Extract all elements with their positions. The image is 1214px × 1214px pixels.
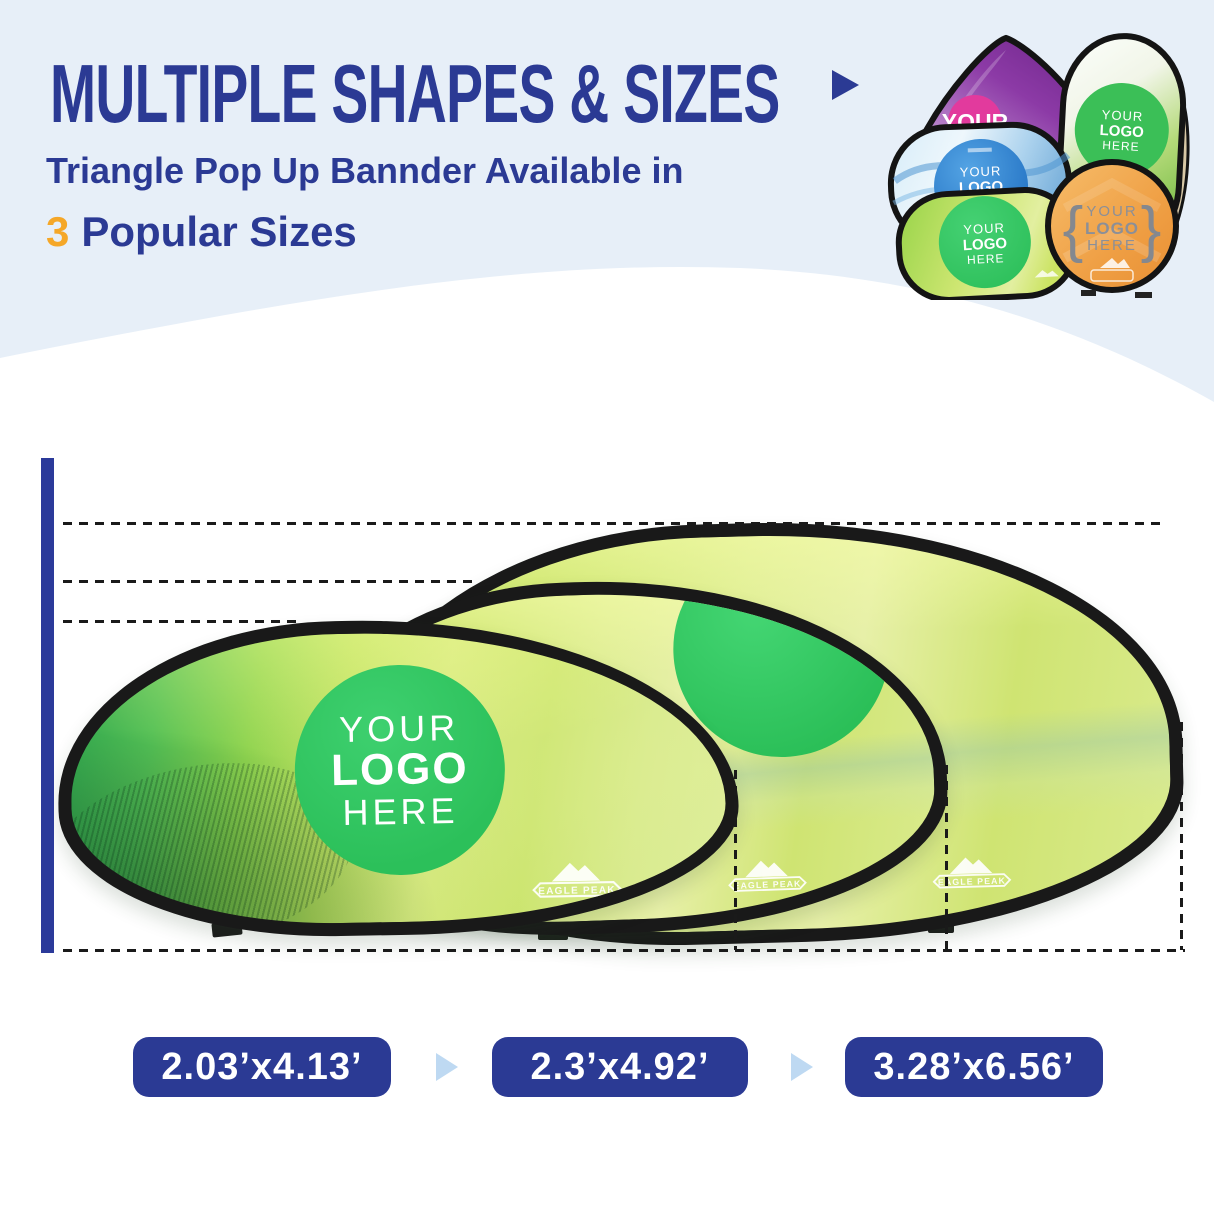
subtitle: Triangle Pop Up Bannder Available in xyxy=(46,150,684,191)
green-logo-your: YOUR xyxy=(963,220,1005,237)
vertical-logo-here: HERE xyxy=(1102,138,1140,154)
popular-sizes-line: 3 Popular Sizes xyxy=(46,208,357,256)
measure-line-top-small xyxy=(63,620,300,623)
arrow-right-icon xyxy=(436,1053,458,1081)
size-badge-medium-label: 2.3’x4.92’ xyxy=(530,1045,710,1088)
title-arrow-icon xyxy=(832,70,859,100)
measure-line-top-medium xyxy=(63,580,477,583)
green-banner-brand-icon xyxy=(1034,270,1059,278)
size-badge-small: 2.03’x4.13’ xyxy=(133,1037,391,1097)
logo-line-here: HERE xyxy=(342,789,459,833)
page-title: MULTIPLE SHAPES & SIZES xyxy=(50,47,780,140)
size-badge-large: 3.28’x6.56’ xyxy=(845,1037,1103,1097)
logo-line-your: YOUR xyxy=(338,706,460,750)
size-badge-small-label: 2.03’x4.13’ xyxy=(161,1045,363,1088)
brand-name: EAGLE PEAK xyxy=(938,876,1006,888)
banner-cluster: YOUR YOUR LOGO HERE YOUR LOGO HERE YOUR xyxy=(887,33,1190,300)
green-logo-logo: LOGO xyxy=(962,235,1007,254)
round-brace-left: { xyxy=(1063,195,1084,264)
vertical-banner-logo-circle xyxy=(1074,83,1169,178)
round-logo-logo: LOGO xyxy=(1085,219,1139,238)
round-banner: { } YOUR LOGO HERE xyxy=(1045,159,1179,293)
logo-line-logo: LOGO xyxy=(330,743,470,796)
banner-small: YOUR LOGO HERE EAGLE PEAK xyxy=(55,614,741,941)
size-badge-medium: 2.3’x4.92’ xyxy=(492,1037,748,1097)
vertical-logo-your: YOUR xyxy=(1101,107,1143,124)
green-banner-logo-circle xyxy=(938,196,1031,289)
round-logo-your: YOUR xyxy=(1086,203,1137,220)
vertical-logo-logo: LOGO xyxy=(1099,122,1144,141)
arrow-right-icon xyxy=(791,1053,813,1081)
cluster-foot xyxy=(1081,290,1096,296)
brand-name: EAGLE PEAK xyxy=(538,885,616,897)
eagle-peak-logo: EAGLE PEAK xyxy=(532,862,622,898)
round-logo-here: HERE xyxy=(1087,237,1137,254)
green-logo-here: HERE xyxy=(967,251,1005,267)
measure-line-top-large xyxy=(63,522,1167,525)
size-count: 3 xyxy=(46,208,70,255)
measure-line-right-medium xyxy=(945,765,948,950)
round-banner-brand-icon xyxy=(1100,258,1130,268)
measure-line-bottom xyxy=(63,949,1185,952)
cluster-foot xyxy=(1135,292,1152,298)
height-measure-bar xyxy=(41,458,54,953)
blue-logo-your: YOUR xyxy=(959,163,1001,179)
size-badge-large-label: 3.28’x6.56’ xyxy=(873,1045,1075,1088)
eagle-peak-logo: EAGLE PEAK xyxy=(932,857,1012,889)
brand-name: EAGLE PEAK xyxy=(733,878,801,890)
measure-line-right-large xyxy=(1180,722,1183,950)
round-brace-right: } xyxy=(1141,195,1162,264)
size-count-suffix: Popular Sizes xyxy=(81,208,357,255)
measure-line-right-small xyxy=(734,770,737,950)
green-banner: YOUR LOGO HERE xyxy=(895,187,1079,300)
banner-large: EAGLE PEAK xyxy=(334,512,1188,954)
